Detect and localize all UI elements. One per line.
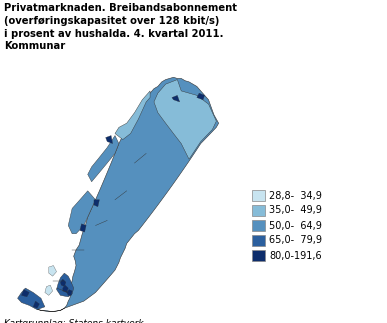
Polygon shape (94, 200, 99, 207)
Polygon shape (37, 77, 219, 312)
Polygon shape (106, 136, 113, 143)
Polygon shape (68, 191, 96, 234)
Polygon shape (154, 79, 216, 159)
Bar (252, 190, 265, 201)
Polygon shape (22, 289, 29, 297)
Text: 35,0-  49,9: 35,0- 49,9 (269, 205, 322, 215)
Polygon shape (49, 266, 57, 276)
Polygon shape (60, 279, 66, 287)
Polygon shape (197, 93, 205, 100)
Bar (252, 220, 265, 231)
Text: 80,0-191,6: 80,0-191,6 (269, 251, 322, 261)
Bar (252, 250, 265, 261)
Polygon shape (88, 136, 119, 182)
Polygon shape (17, 288, 45, 310)
Text: 65,0-  79,9: 65,0- 79,9 (269, 235, 322, 245)
Polygon shape (172, 95, 180, 102)
Polygon shape (115, 91, 150, 140)
Text: Kartgrunnlag: Statens kartverk.: Kartgrunnlag: Statens kartverk. (4, 319, 147, 323)
Text: 50,0-  64,9: 50,0- 64,9 (269, 221, 322, 231)
Polygon shape (33, 301, 39, 308)
Text: Privatmarknaden. Breibandsabonnement
(overføringskapasitet over 128 kbit/s)
i pr: Privatmarknaden. Breibandsabonnement (ov… (4, 3, 237, 51)
Bar (252, 205, 265, 216)
Text: 28,8-  34,9: 28,8- 34,9 (269, 191, 322, 201)
Bar (252, 235, 265, 246)
Polygon shape (45, 285, 53, 295)
Polygon shape (67, 289, 72, 295)
Polygon shape (57, 273, 74, 297)
Polygon shape (80, 224, 86, 232)
Polygon shape (63, 285, 68, 292)
